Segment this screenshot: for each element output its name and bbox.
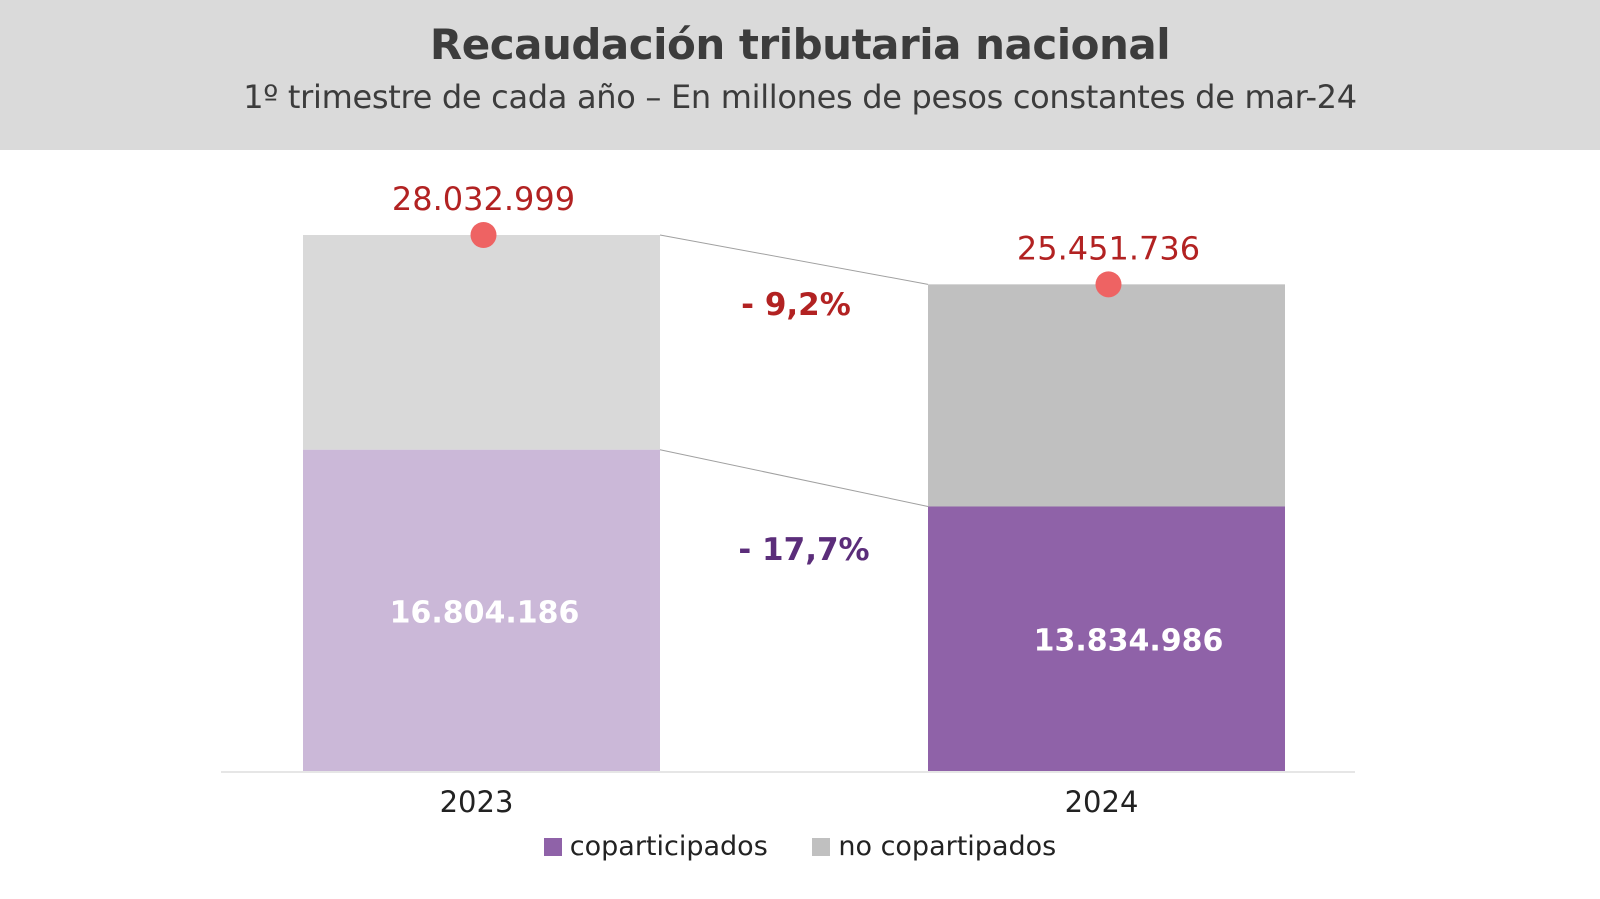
segment-label-coparticipados-2023: 16.804.186 xyxy=(390,595,580,630)
x-tick-label-2023: 2023 xyxy=(440,785,514,819)
legend-item-no-copartipados: no copartipados xyxy=(812,831,1056,862)
total-marker-2023 xyxy=(470,222,497,248)
legend-label-coparticipados: coparticipados xyxy=(569,831,768,862)
annotation-change-total: - 9,2% xyxy=(741,287,851,323)
legend-item-coparticipados: coparticipados xyxy=(543,831,768,862)
bar-coparticipados-2024 xyxy=(928,506,1285,771)
total-marker-2024 xyxy=(1095,271,1122,298)
legend-swatch-coparticipados xyxy=(543,838,562,856)
legend-swatch-no-copartipados xyxy=(812,838,831,856)
annotation-change-coparticipados: - 17,7% xyxy=(738,532,869,568)
bar-no-copartipados-2024 xyxy=(928,284,1285,507)
connector-line-total xyxy=(659,234,929,285)
chart-subtitle: 1º trimestre de cada año – En millones d… xyxy=(243,78,1357,116)
legend-label-no-copartipados: no copartipados xyxy=(838,831,1057,862)
chart-title: Recaudación tributaria nacional xyxy=(429,20,1171,69)
bar-no-copartipados-2023 xyxy=(303,235,660,450)
x-tick-label-2024: 2024 xyxy=(1065,785,1139,819)
bar-coparticipados-2023 xyxy=(303,449,660,771)
chart-legend: coparticipados no copartipados xyxy=(0,830,1600,862)
connector-line-coparticipados xyxy=(659,449,929,507)
segment-label-coparticipados-2024: 13.834.986 xyxy=(1034,624,1224,659)
total-label-2023: 28.032.999 xyxy=(392,180,575,218)
total-label-2024: 25.451.736 xyxy=(1017,229,1200,267)
chart-header: Recaudación tributaria nacional 1º trime… xyxy=(0,0,1600,150)
